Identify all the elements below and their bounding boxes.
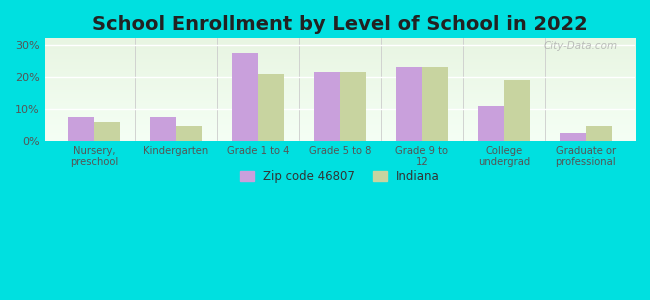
Bar	[396, 67, 422, 141]
Bar	[478, 106, 504, 141]
Legend: Zip code 46807, Indiana: Zip code 46807, Indiana	[235, 166, 445, 188]
Text: City-Data.com: City-Data.com	[543, 41, 618, 51]
Bar	[340, 72, 366, 141]
Bar	[176, 126, 202, 141]
Bar	[586, 126, 612, 141]
Bar	[258, 74, 284, 141]
Bar	[422, 67, 448, 141]
Title: School Enrollment by Level of School in 2022: School Enrollment by Level of School in …	[92, 15, 588, 34]
Bar	[94, 122, 120, 141]
Bar	[313, 72, 340, 141]
Bar	[504, 80, 530, 141]
Bar	[560, 133, 586, 141]
Bar	[231, 53, 258, 141]
Bar	[150, 117, 176, 141]
Bar	[68, 117, 94, 141]
